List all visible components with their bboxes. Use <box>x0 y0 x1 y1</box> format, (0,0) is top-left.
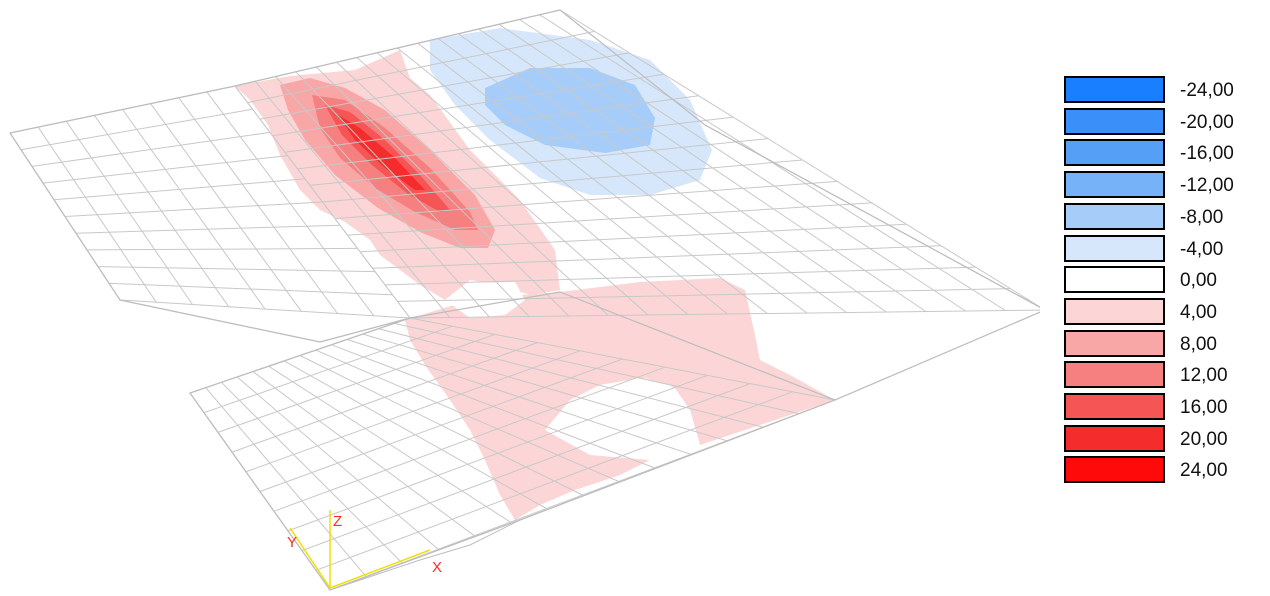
legend-row: -12,00 <box>1064 171 1244 203</box>
legend-swatch <box>1064 202 1165 230</box>
mesh-line <box>259 52 630 120</box>
model-viewport[interactable]: X Y Z <box>0 0 1047 591</box>
legend-row: -16,00 <box>1064 139 1244 171</box>
legend-swatch <box>1064 329 1165 357</box>
mesh-line <box>301 383 751 552</box>
mesh-line <box>203 325 453 414</box>
mesh-line <box>372 245 942 269</box>
legend-label: 8,00 <box>1180 333 1217 355</box>
legend-swatch <box>1064 234 1165 262</box>
mesh-line <box>53 178 306 201</box>
legend-swatch <box>1064 424 1165 452</box>
mesh-line <box>384 266 976 286</box>
legend-label: 0,00 <box>1180 270 1217 292</box>
legend-swatch <box>1064 297 1165 325</box>
mesh-line <box>334 180 838 220</box>
contour-regions <box>235 28 835 520</box>
plate-outline <box>9 9 1047 591</box>
legend-swatch <box>1064 393 1165 420</box>
mesh-line <box>75 224 341 234</box>
legend-label: 16,00 <box>1180 397 1228 418</box>
contour-red-4-bottom <box>405 278 835 520</box>
legend-label: 4,00 <box>1180 301 1217 323</box>
legend-row: 0,00 <box>1064 266 1244 298</box>
legend-swatch <box>1064 76 1165 103</box>
legend-label: -12,00 <box>1180 175 1234 197</box>
contour-zero-hole-bottom <box>548 378 700 460</box>
color-legend: -24,00 -20,00 -16,00 -12,00 -8,00 -4,00 0,00 4,… <box>1064 76 1244 492</box>
legend-row: -24,00 <box>1064 76 1244 108</box>
y-axis-line <box>289 527 331 589</box>
legend-row: 12,00 <box>1064 361 1244 393</box>
mesh-line <box>287 374 708 532</box>
x-axis-label: X <box>432 559 442 576</box>
legend-swatch <box>1064 266 1165 294</box>
mesh-line <box>97 266 376 273</box>
legend-swatch <box>1064 171 1165 199</box>
legend-row: 8,00 <box>1064 329 1244 362</box>
legend-label: 24,00 <box>1180 460 1228 482</box>
y-axis-label: Y <box>287 534 297 551</box>
legend-swatch <box>1064 361 1165 389</box>
mesh-line <box>409 309 1046 319</box>
mesh-line <box>315 391 793 571</box>
legend-row: 16,00 <box>1064 393 1244 425</box>
legend-swatch <box>1064 107 1165 135</box>
mesh-line <box>259 358 623 492</box>
legend-row: 24,00 <box>1064 456 1244 488</box>
mesh-line <box>284 95 699 153</box>
mesh-line <box>347 202 872 236</box>
contour-red-20 <box>338 115 425 190</box>
mesh-line <box>297 116 734 170</box>
legend-row: 4,00 <box>1064 297 1244 330</box>
legend-label: -4,00 <box>1180 238 1224 260</box>
mesh-line <box>20 108 253 151</box>
mesh-line <box>397 288 1011 302</box>
mesh-line <box>108 282 393 296</box>
legend-label: -16,00 <box>1180 143 1234 165</box>
legend-row: -8,00 <box>1064 202 1244 235</box>
mesh-line <box>119 299 411 319</box>
legend-label: -20,00 <box>1180 111 1234 133</box>
legend-label: 12,00 <box>1180 365 1228 387</box>
legend-label: -8,00 <box>1180 206 1224 228</box>
mesh-line <box>272 73 664 137</box>
axis-triad: X Y Z <box>287 510 442 589</box>
x-axis-line <box>329 549 431 589</box>
mesh-line <box>217 333 496 433</box>
legend-label: -24,00 <box>1180 80 1234 101</box>
mesh-line <box>42 155 288 184</box>
mesh-line <box>247 30 595 104</box>
plate-contour-view[interactable]: X Y Z <box>0 0 1047 591</box>
legend-row: -4,00 <box>1064 234 1244 267</box>
mesh-line <box>86 247 358 251</box>
mesh-line <box>245 350 581 473</box>
legend-row: -20,00 <box>1064 107 1244 140</box>
mesh-line <box>231 342 538 453</box>
legend-label: 20,00 <box>1180 428 1228 450</box>
legend-row: 20,00 <box>1064 424 1244 457</box>
mesh-line <box>273 366 666 512</box>
legend-swatch <box>1064 456 1165 484</box>
mesh-line <box>309 138 768 186</box>
mesh-line <box>359 223 907 253</box>
legend-swatch <box>1064 139 1165 167</box>
mesh-line <box>322 159 803 203</box>
mesh-line <box>31 131 271 167</box>
z-axis-label: Z <box>333 513 342 530</box>
mesh-line <box>64 201 323 217</box>
